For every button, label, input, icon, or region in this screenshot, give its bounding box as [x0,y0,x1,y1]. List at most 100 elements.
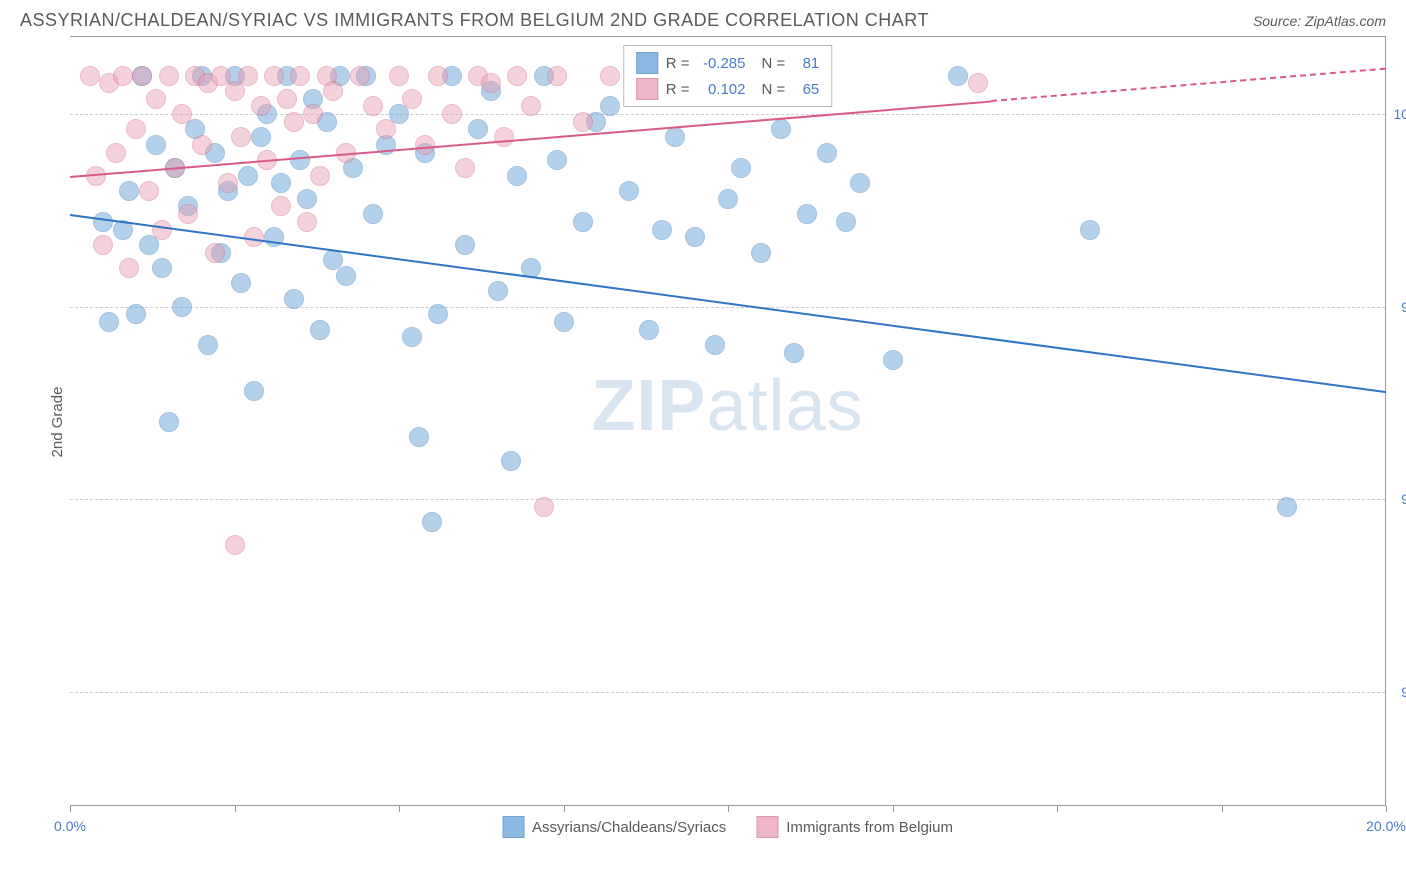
plot-area: ZIPatlas 92.5%95.0%97.5%100.0%0.0%20.0% [70,37,1385,806]
scatter-point [231,273,251,293]
scatter-point [428,304,448,324]
scatter-point [1277,497,1297,517]
scatter-point [277,89,297,109]
scatter-point [850,173,870,193]
legend-row: R =-0.285N =81 [624,50,832,76]
scatter-point [402,327,422,347]
scatter-point [290,66,310,86]
scatter-point [172,297,192,317]
scatter-point [350,66,370,86]
legend-swatch [502,816,524,838]
correlation-legend: R =-0.285N =81 R =0.102N =65 [623,45,833,107]
scatter-point [771,119,791,139]
scatter-point [836,212,856,232]
scatter-point [126,119,146,139]
scatter-point [481,73,501,93]
legend-text: R =-0.285N =81 [666,55,820,72]
scatter-point [1080,220,1100,240]
x-tick [1386,806,1387,812]
scatter-point [817,143,837,163]
series-legend: Assyrians/Chaldeans/SyriacsImmigrants fr… [502,816,953,838]
scatter-point [152,258,172,278]
scatter-point [290,150,310,170]
scatter-point [488,281,508,301]
scatter-point [132,66,152,86]
gridline [70,307,1385,308]
scatter-point [389,66,409,86]
scatter-point [521,96,541,116]
gridline [70,692,1385,693]
scatter-point [797,204,817,224]
scatter-point [113,66,133,86]
scatter-point [652,220,672,240]
scatter-point [146,89,166,109]
scatter-point [751,243,771,263]
scatter-point [507,66,527,86]
scatter-point [665,127,685,147]
scatter-point [507,166,527,186]
scatter-point [619,181,639,201]
scatter-point [534,497,554,517]
scatter-point [238,66,258,86]
scatter-point [573,212,593,232]
scatter-point [106,143,126,163]
scatter-point [501,451,521,471]
scatter-point [218,173,238,193]
y-tick-label: 92.5% [1401,684,1406,700]
scatter-point [323,81,343,101]
scatter-point [231,127,251,147]
scatter-point [547,66,567,86]
scatter-point [363,96,383,116]
scatter-point [119,181,139,201]
scatter-point [284,112,304,132]
y-axis-label: 2nd Grade [49,386,66,457]
scatter-point [251,127,271,147]
y-tick-label: 95.0% [1401,491,1406,507]
scatter-point [172,104,192,124]
scatter-point [198,335,218,355]
scatter-point [310,166,330,186]
x-tick [728,806,729,812]
scatter-point [192,135,212,155]
scatter-point [205,243,225,263]
scatter-point [415,135,435,155]
scatter-point [494,127,514,147]
scatter-point [93,212,113,232]
scatter-point [178,204,198,224]
scatter-point [336,266,356,286]
scatter-point [146,135,166,155]
trendline [991,68,1386,102]
scatter-point [363,204,383,224]
x-tick [399,806,400,812]
scatter-point [238,166,258,186]
scatter-point [573,112,593,132]
legend-text: R =0.102N =65 [666,81,820,98]
scatter-point [731,158,751,178]
scatter-point [251,96,271,116]
legend-swatch [636,52,658,74]
scatter-point [271,196,291,216]
scatter-point [284,289,304,309]
scatter-point [547,150,567,170]
scatter-point [455,158,475,178]
scatter-point [402,89,422,109]
scatter-point [468,119,488,139]
scatter-point [639,320,659,340]
scatter-point [784,343,804,363]
trendline [70,214,1386,393]
x-tick [70,806,71,812]
scatter-point [600,66,620,86]
scatter-point [455,235,475,255]
source-attribution: Source: ZipAtlas.com [1253,13,1386,29]
x-tick [893,806,894,812]
scatter-point [968,73,988,93]
legend-swatch [756,816,778,838]
scatter-point [159,412,179,432]
scatter-point [93,235,113,255]
scatter-point [376,119,396,139]
scatter-point [705,335,725,355]
scatter-point [600,96,620,116]
scatter-point [422,512,442,532]
scatter-point [119,258,139,278]
gridline [70,499,1385,500]
